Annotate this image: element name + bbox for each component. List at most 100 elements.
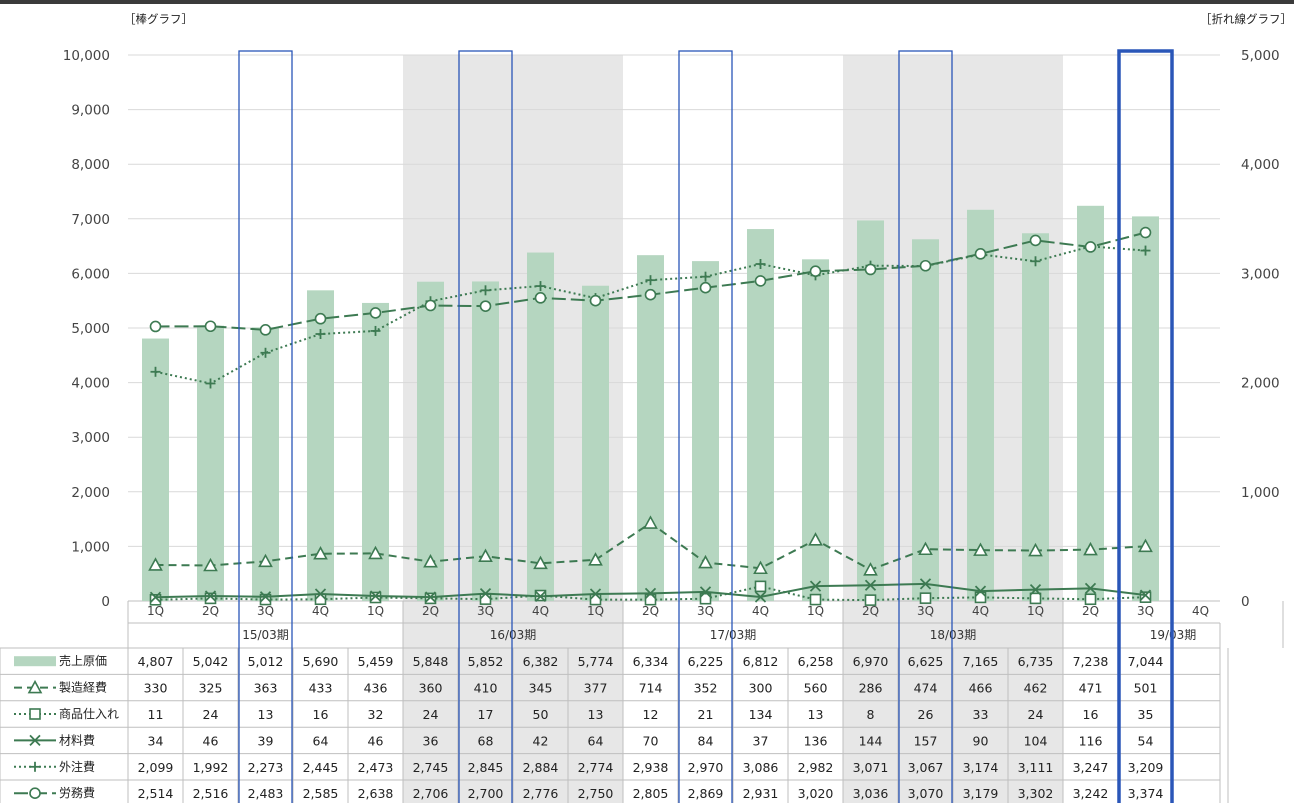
point-材料費 [259, 591, 272, 603]
table-cell: 6,382 [523, 654, 559, 669]
x-b [1029, 584, 1042, 596]
point-材料費 [974, 585, 987, 597]
x-b [644, 587, 657, 599]
x-b [1084, 582, 1097, 594]
square-marker [864, 594, 877, 606]
circle-marker [479, 300, 492, 312]
x-b [864, 579, 877, 591]
triangle-marker [1028, 542, 1043, 557]
left-tick-label: 1,000 [71, 539, 110, 555]
table-cell: 3,209 [1128, 760, 1164, 775]
table-cell: 6,735 [1018, 654, 1054, 669]
table-cell: 13 [588, 707, 604, 722]
table-cell: 2,099 [138, 760, 174, 775]
point-労務費 [424, 299, 437, 312]
point-製造経費 [368, 545, 383, 560]
square-marker [1139, 591, 1152, 603]
fiscal-year-label: 16/03期 [490, 628, 537, 642]
table-cell: 5,774 [578, 654, 614, 669]
table-cell: 24 [423, 707, 439, 722]
circle-marker [699, 281, 712, 294]
triangle-marker [1138, 538, 1153, 553]
point-商品仕入れ [369, 591, 382, 604]
table-cell: 3,179 [963, 786, 999, 801]
circle-marker [369, 307, 382, 319]
table-cell: 5,012 [248, 654, 284, 669]
point-外注費 [260, 347, 271, 358]
table-cell: 474 [914, 681, 938, 696]
square-marker [149, 593, 162, 606]
table-cell: 2,774 [578, 760, 614, 775]
point-労務費 [479, 300, 492, 312]
triangle-marker [27, 679, 43, 694]
table-cell: 64 [588, 733, 604, 748]
table-cell: 2,805 [633, 786, 669, 801]
table-cell: 325 [199, 681, 223, 696]
table-cell: 286 [859, 681, 883, 696]
point-製造経費 [973, 542, 988, 556]
point-材料費 [1139, 589, 1152, 601]
table-cell: 2,638 [358, 786, 394, 801]
point-外注費 [1140, 245, 1151, 256]
legend-label: 製造経費 [59, 680, 107, 695]
x-b [424, 591, 437, 603]
table-cell: 13 [808, 707, 824, 722]
q3-highlight-box [458, 50, 513, 803]
circle-marker [29, 787, 41, 800]
point-商品仕入れ [479, 593, 492, 605]
x-b [479, 587, 492, 600]
table-cell: 3,020 [798, 786, 834, 801]
table-cell: 16 [1083, 707, 1099, 722]
triangle-marker [643, 515, 658, 529]
table-cell: 2,700 [468, 786, 504, 801]
table-cell: 64 [313, 733, 329, 748]
bar-売上原価 [692, 261, 719, 601]
left-tick-label: 7,000 [71, 212, 110, 228]
point-製造経費 [423, 554, 438, 568]
table-cell: 2,938 [633, 760, 669, 775]
table-cell: 3,071 [853, 760, 889, 775]
point-労務費 [864, 263, 877, 276]
circle-marker [204, 320, 217, 333]
point-商品仕入れ [204, 592, 217, 605]
square-marker [1084, 593, 1097, 606]
point-材料費 [589, 588, 602, 600]
point-材料費 [479, 587, 492, 600]
circle-marker [149, 320, 162, 333]
quarter-label: 1Q [587, 604, 604, 618]
quarter-label: 1Q [367, 604, 384, 618]
quarter-label: 3Q [477, 604, 494, 618]
point-製造経費 [203, 557, 218, 572]
point-外注費 [370, 325, 381, 336]
point-外注費 [645, 275, 656, 286]
table-cell: 54 [1138, 733, 1154, 748]
bar-売上原価 [1022, 233, 1049, 602]
point-労務費 [809, 265, 822, 278]
table-cell: 2,483 [248, 786, 284, 801]
point-製造経費 [148, 557, 163, 571]
quarter-label: 4Q [312, 604, 329, 618]
point-材料費 [699, 586, 712, 598]
point-商品仕入れ [699, 592, 712, 605]
circle-marker [809, 265, 822, 278]
point-製造経費 [258, 553, 273, 568]
table-cell: 6,225 [688, 654, 724, 669]
legend-label: 労務費 [59, 785, 95, 800]
point-製造経費 [753, 560, 768, 575]
bar-売上原価 [527, 252, 554, 602]
x-b [29, 734, 41, 747]
point-商品仕入れ [809, 593, 822, 606]
legend-swatch-売上原価 [14, 656, 56, 667]
circle-marker [1084, 241, 1097, 253]
x-b [314, 588, 327, 600]
table-cell: 134 [749, 707, 773, 722]
fiscal-year-label: 15/03期 [242, 628, 289, 642]
square-marker [754, 580, 767, 593]
right-tick-label: 1,000 [1241, 485, 1280, 501]
right-tick-label: 0 [1241, 594, 1250, 610]
table-cell: 3,242 [1073, 786, 1109, 801]
table-cell: 12 [643, 707, 659, 722]
point-材料費 [424, 591, 437, 603]
top-bar [0, 0, 1294, 4]
table-cell: 3,070 [908, 786, 944, 801]
